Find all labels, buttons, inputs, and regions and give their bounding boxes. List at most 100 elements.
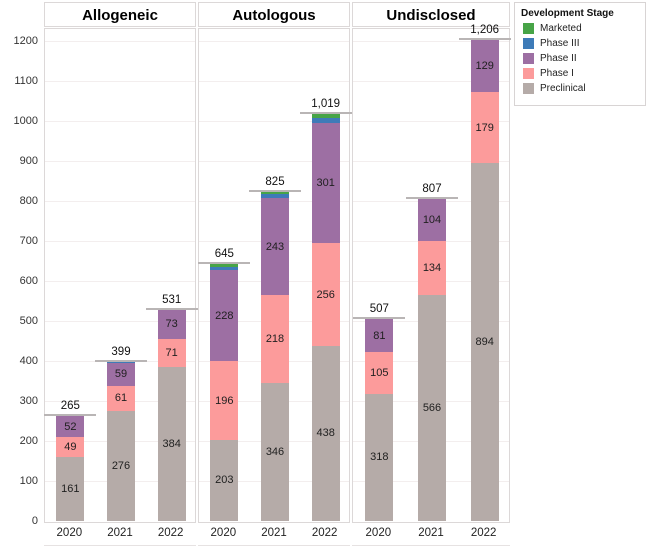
legend-label: Phase III — [540, 38, 580, 49]
legend-item-phase-iii[interactable]: Phase III — [521, 38, 639, 49]
y-tick-label: 600 — [19, 275, 38, 287]
segment-value-label: 228 — [215, 309, 234, 322]
bar-segment[interactable]: 73 — [157, 309, 186, 339]
gridline — [199, 41, 349, 42]
bar-total-cap-line — [299, 112, 352, 115]
bar-segment[interactable]: 161 — [56, 456, 85, 521]
bar-total-label: 645 — [214, 248, 234, 260]
segment-value-label: 243 — [265, 240, 285, 253]
x-tick-label: 2020 — [210, 527, 237, 539]
bar-total-cap-line — [353, 317, 406, 320]
bar-segment[interactable] — [311, 117, 340, 123]
bar-segment[interactable]: 52 — [56, 416, 85, 437]
bar-segment[interactable]: 49 — [56, 437, 85, 457]
bar-segment[interactable] — [311, 113, 340, 118]
bar-segment[interactable] — [261, 191, 289, 194]
x-axis-row: 2020 2021 2022 — [352, 524, 510, 546]
bar-segment[interactable]: 256 — [311, 243, 340, 346]
facet-header-undisclosed: Undisclosed — [352, 2, 510, 27]
bar-segment[interactable]: 104 — [418, 199, 446, 241]
gridline — [199, 161, 349, 162]
legend-swatch-icon — [523, 23, 534, 34]
x-tick-label: 2022 — [311, 527, 338, 539]
y-tick-label: 300 — [19, 395, 38, 407]
bar-total-cap-line — [44, 414, 97, 416]
gridline — [45, 321, 195, 322]
bar-total-cap-line — [249, 190, 301, 192]
bar-segment[interactable]: 179 — [470, 91, 499, 164]
gridline — [353, 161, 509, 162]
segment-value-label: 318 — [370, 451, 389, 464]
bar-segment[interactable]: 129 — [470, 40, 499, 92]
y-tick-label: 1200 — [13, 35, 38, 47]
legend-label: Preclinical — [540, 83, 586, 94]
bar-total-label: 1,206 — [470, 23, 500, 36]
legend-item-phase-i[interactable]: Phase I — [521, 68, 639, 79]
bar-segment[interactable] — [261, 193, 289, 199]
y-tick-label: 700 — [19, 235, 38, 247]
gridline — [45, 161, 195, 162]
segment-value-label: 384 — [162, 438, 181, 451]
y-tick-label: 1100 — [14, 75, 38, 87]
x-tick-label: 2022 — [470, 527, 497, 539]
bar-total-cap-line — [458, 37, 511, 40]
plot-body: 318 105 81 507 566 134 104 807 894 179 129 1,206 — [352, 24, 511, 523]
bar-segment[interactable]: 218 — [261, 295, 289, 383]
legend-item-phase-ii[interactable]: Phase II — [521, 53, 639, 64]
bar-segment[interactable]: 196 — [210, 361, 239, 440]
y-tick-label: 500 — [19, 315, 38, 327]
bar-segment[interactable]: 228 — [210, 270, 239, 362]
x-axis-row: 2020 2021 2022 — [198, 524, 350, 546]
bar-segment[interactable]: 894 — [470, 163, 499, 521]
segment-value-label: 81 — [373, 329, 386, 342]
bar-segment[interactable]: 301 — [311, 123, 340, 244]
plot-body: 203 196 228 645 346 218 243 825 438 256 301 1,019 — [198, 28, 352, 523]
bar-segment[interactable]: 203 — [210, 439, 239, 521]
bar-segment[interactable]: 71 — [157, 339, 186, 368]
gridline — [45, 81, 195, 82]
segment-value-label: 59 — [114, 368, 128, 381]
gridline — [45, 201, 195, 202]
legend-label: Marketed — [540, 23, 582, 34]
segment-value-label: 71 — [165, 347, 178, 360]
bar-segment[interactable]: 384 — [157, 367, 186, 521]
segment-value-label: 179 — [475, 121, 494, 134]
bar-total-cap-line — [145, 307, 198, 310]
bar-segment[interactable]: 346 — [261, 382, 289, 521]
bar-segment[interactable]: 61 — [107, 386, 135, 411]
segment-value-label: 301 — [316, 177, 335, 190]
bar-total-label: 807 — [422, 183, 442, 196]
bar-total-label: 507 — [369, 303, 389, 316]
segment-value-label: 49 — [64, 440, 77, 453]
segment-value-label: 196 — [215, 394, 234, 407]
bar-segment[interactable]: 134 — [418, 241, 446, 295]
bar-segment[interactable]: 105 — [365, 351, 394, 394]
bar-total-cap-line — [406, 197, 458, 200]
legend: Development Stage Marketed Phase III Phase… — [514, 2, 646, 106]
bar-segment[interactable]: 243 — [261, 198, 289, 296]
bar-segment[interactable] — [210, 263, 239, 267]
bar-total-label: 399 — [111, 346, 131, 359]
legend-label: Phase I — [540, 68, 574, 79]
legend-item-preclinical[interactable]: Preclinical — [521, 83, 639, 94]
bar-segment[interactable]: 438 — [311, 345, 340, 521]
gridline — [199, 121, 349, 122]
bar-segment[interactable]: 59 — [107, 362, 135, 387]
bar-segment[interactable]: 566 — [418, 294, 446, 521]
bar-total-label: 1,019 — [311, 98, 341, 111]
legend-item-marketed[interactable]: Marketed — [521, 23, 639, 34]
segment-value-label: 203 — [215, 474, 234, 487]
legend-items: Marketed Phase III Phase II Phase I Preclini… — [521, 23, 639, 94]
segment-value-label: 73 — [165, 318, 178, 331]
gridline — [353, 41, 509, 42]
gridline — [353, 121, 509, 122]
bar-segment[interactable] — [210, 266, 239, 271]
bar-total-cap-line — [198, 262, 251, 264]
bar-segment[interactable]: 276 — [107, 410, 135, 521]
legend-title: Development Stage — [521, 8, 614, 19]
bar-segment[interactable]: 318 — [365, 393, 394, 521]
bar-segment[interactable]: 81 — [365, 319, 394, 352]
y-tick-label: 100 — [19, 475, 38, 487]
bar-total-label: 531 — [162, 293, 182, 306]
